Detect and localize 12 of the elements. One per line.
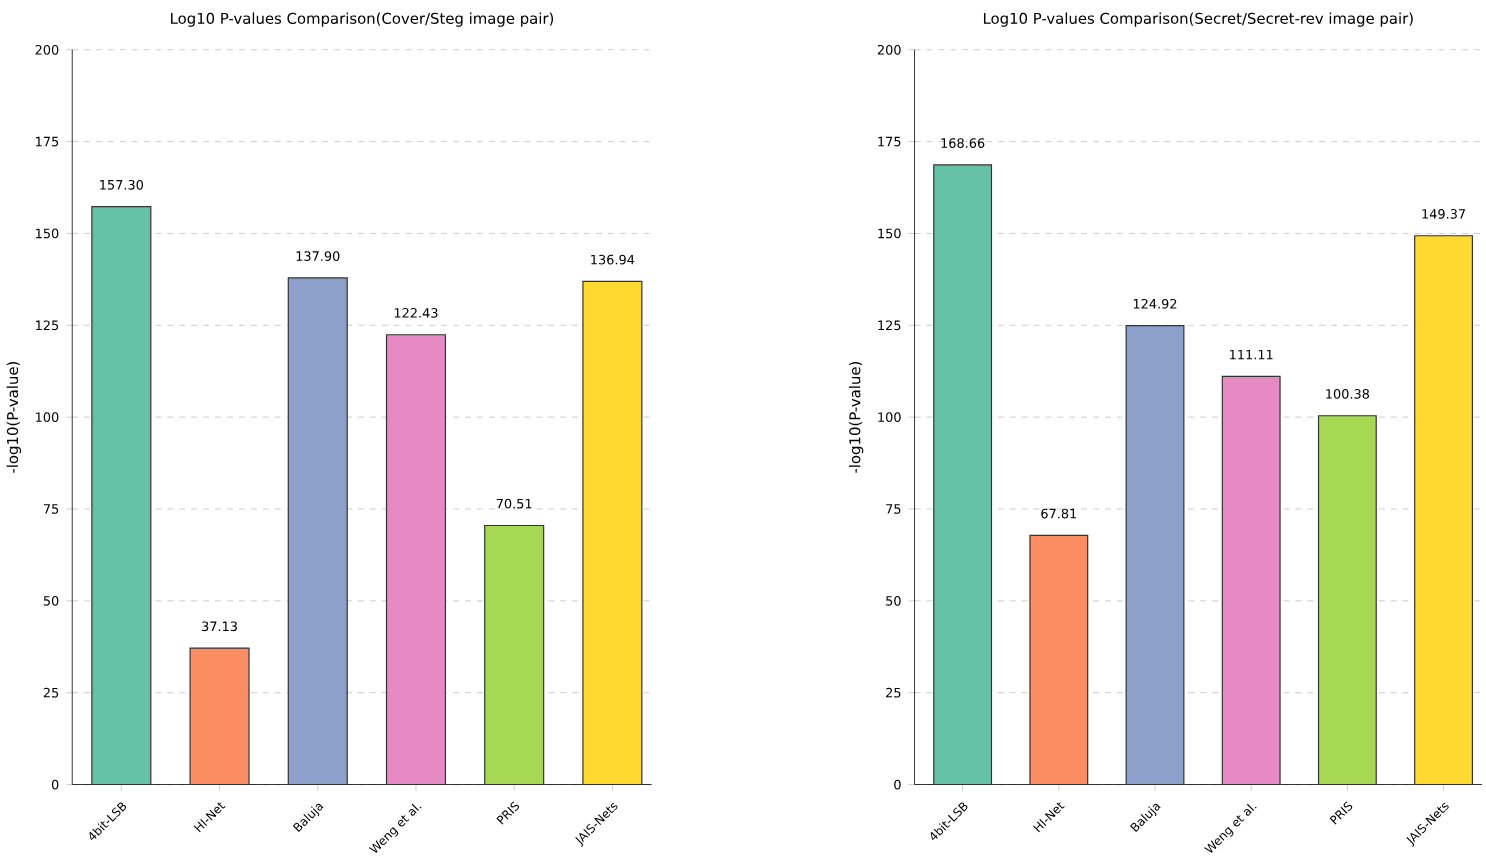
bar [933,164,993,786]
bar [484,524,545,786]
bar [287,277,348,786]
bar [1221,375,1281,786]
bar [582,280,643,786]
bar [385,334,447,786]
bar [91,205,152,786]
bar [1414,235,1474,786]
bar [1317,415,1377,786]
bar [1125,324,1185,786]
bar [189,647,250,786]
bar [1029,534,1089,786]
